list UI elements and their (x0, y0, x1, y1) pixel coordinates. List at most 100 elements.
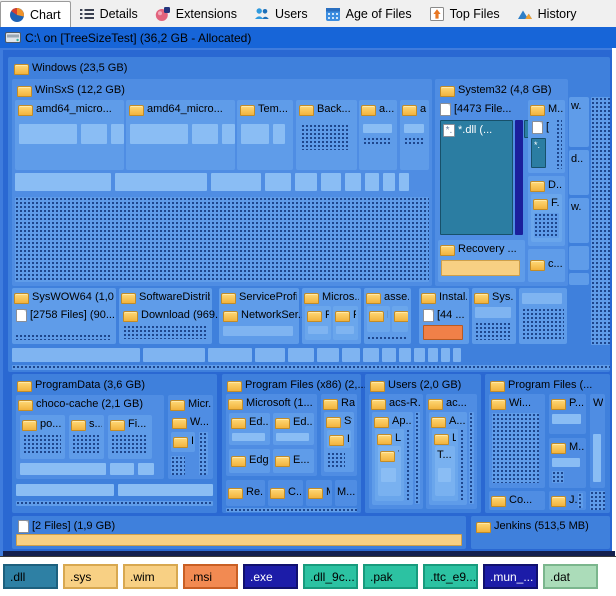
tab-chart[interactable]: Chart (0, 1, 71, 28)
wim-block[interactable] (16, 534, 462, 546)
users-icon (254, 7, 269, 19)
node-d[interactable]: D... F.. (528, 176, 565, 246)
node-ed1[interactable]: Ed... (229, 413, 270, 445)
node-w2[interactable]: w. (569, 198, 589, 243)
node-st-label: St... (344, 415, 352, 427)
node-instal[interactable]: Instal... [44 ... (419, 288, 469, 344)
files-pattern (556, 119, 562, 169)
root-header[interactable]: C:\ on [TreeSizeTest] (36,2 GB - Allocat… (0, 27, 616, 48)
node-w3[interactable]: W (590, 394, 605, 488)
node-e[interactable]: E... (273, 449, 314, 473)
node-dll-files[interactable]: *.dll (... (440, 120, 513, 235)
node-t1[interactable]: T (378, 446, 401, 496)
small-node[interactable] (569, 246, 589, 270)
node-micros[interactable]: Micros... F. F (302, 288, 361, 344)
node-softwaredistribution[interactable]: SoftwareDistrib... Download (969... (119, 288, 224, 344)
node-m-star-label: *. (534, 140, 541, 150)
node-windows[interactable]: Windows (23,5 GB) WinSxS (12,2 GB) amd64… (8, 57, 610, 372)
node-re[interactable]: Re... (226, 480, 265, 506)
node-j[interactable]: J... (549, 491, 586, 510)
node-syswow64[interactable]: SysWOW64 (1,0 ... [2758 Files] (90... (12, 288, 116, 344)
node-back[interactable]: Back... (296, 100, 357, 170)
node-sys[interactable]: Sys... (472, 288, 516, 344)
sub-block (115, 173, 207, 191)
folder-icon (377, 433, 392, 445)
node-ra-label: Ra... (341, 397, 355, 409)
node-exe-strip[interactable] (515, 120, 523, 235)
node-co[interactable]: Co... (489, 491, 545, 510)
node-ra[interactable]: Ra... St... B (321, 394, 357, 476)
node-f[interactable]: F.. (531, 194, 562, 242)
tab-top-files[interactable]: Top Files (421, 1, 509, 27)
node-choco-cache[interactable]: choco-cache (2,1 GB) po... s... Fi... (16, 395, 164, 479)
node-t2[interactable]: T... (435, 446, 455, 496)
node-b[interactable]: B (327, 430, 351, 448)
node-fi[interactable]: Fi... (108, 415, 152, 459)
node-ac[interactable]: ac... A... L. T... (426, 394, 477, 509)
node-f2[interactable]: F (333, 306, 358, 340)
node-st[interactable]: St... B (324, 412, 354, 472)
node-i[interactable]: I (171, 432, 195, 452)
node-m1[interactable]: M. (306, 480, 332, 506)
node-recovery[interactable]: Recovery ... (438, 240, 525, 282)
small-node[interactable] (519, 288, 567, 344)
node-a3[interactable]: A... L. T... (429, 412, 467, 505)
small-node[interactable] (392, 306, 408, 332)
node-amd64-2[interactable]: amd64_micro... (126, 100, 235, 170)
node-programdata[interactable]: ProgramData (3,6 GB) choco-cache (2,1 GB… (12, 374, 217, 513)
folder-icon (307, 310, 322, 322)
node-c[interactable]: c... (528, 249, 565, 282)
node-s[interactable]: s... (69, 415, 104, 459)
tab-extensions-label: Extensions (175, 6, 237, 21)
node-m1-label: M. (326, 484, 330, 500)
node-d1[interactable]: d.. (569, 150, 589, 195)
node-asse[interactable]: asse... N (364, 288, 411, 344)
node-wi[interactable]: Wi... (489, 394, 545, 488)
node-2files[interactable]: [2 Files] (1,9 GB) (12, 516, 466, 549)
tab-history[interactable]: History (509, 1, 586, 27)
node-ed2[interactable]: Ed... (273, 413, 314, 445)
node-l1[interactable]: L... T (375, 429, 404, 501)
folder-icon (431, 416, 446, 428)
node-n[interactable]: N (367, 306, 390, 332)
node-edg[interactable]: Edg... (229, 449, 270, 473)
node-amd64-1[interactable]: amd64_micro... (15, 100, 124, 170)
node-a2[interactable]: a... (400, 100, 429, 170)
node-p[interactable]: P... (549, 394, 586, 434)
folder-icon (371, 398, 386, 410)
node-download-label: Download (969... (141, 309, 225, 321)
node-winsxs[interactable]: WinSxS (12,2 GB) amd64_micro... amd64_mi… (12, 79, 432, 286)
node-users[interactable]: Users (2,0 GB) acs-R... Ap... L... T ac.… (365, 374, 481, 513)
node-w2-label: w. (571, 201, 582, 213)
node-po[interactable]: po... (20, 415, 65, 459)
node-tem[interactable]: Tem... (237, 100, 293, 170)
node-f1[interactable]: F. (305, 306, 331, 340)
folder-icon (18, 399, 33, 411)
node-jenkins[interactable]: Jenkins (513,5 MB) (471, 516, 610, 549)
tab-extensions[interactable]: Extensions (147, 1, 246, 27)
node-program-files[interactable]: Program Files (... Wi... P... W M.. Co..… (485, 374, 610, 513)
node-program-files-x86[interactable]: Program Files (x86) (2,... Microsoft (1.… (222, 374, 367, 513)
tab-details[interactable]: Details (71, 1, 147, 27)
node-m3[interactable]: M.. (549, 438, 586, 488)
tab-users[interactable]: Users (246, 1, 317, 27)
node-l2[interactable]: L. T... (432, 429, 458, 501)
msi-block[interactable] (423, 325, 463, 340)
node-microsoft[interactable]: Microsoft (1... Ed... Ed... Edg... E... (226, 394, 317, 476)
node-ap[interactable]: Ap... L... T (372, 412, 413, 505)
node-c2[interactable]: C... (268, 480, 303, 506)
node-m2[interactable]: M... (335, 480, 357, 506)
wim-block[interactable] (441, 260, 520, 276)
node-m[interactable]: M.. [ *. (528, 100, 565, 173)
node-micr[interactable]: Micr... W... I (168, 395, 213, 479)
small-node[interactable] (569, 273, 589, 285)
tab-age-of-files[interactable]: Age of Files (317, 1, 421, 27)
node-serviceprofiles[interactable]: ServiceProfil... NetworkSer... (219, 288, 307, 344)
node-m-star[interactable]: *. (531, 138, 546, 168)
folder-icon (551, 398, 566, 410)
node-acs-r[interactable]: acs-R... Ap... L... T (369, 394, 423, 509)
node-a1[interactable]: a... (359, 100, 397, 170)
node-system32[interactable]: System32 (4,8 GB) [4473 File... *.dll (.… (435, 79, 568, 286)
legend-label: .dll (10, 569, 26, 584)
node-w1[interactable]: w. (569, 97, 589, 147)
